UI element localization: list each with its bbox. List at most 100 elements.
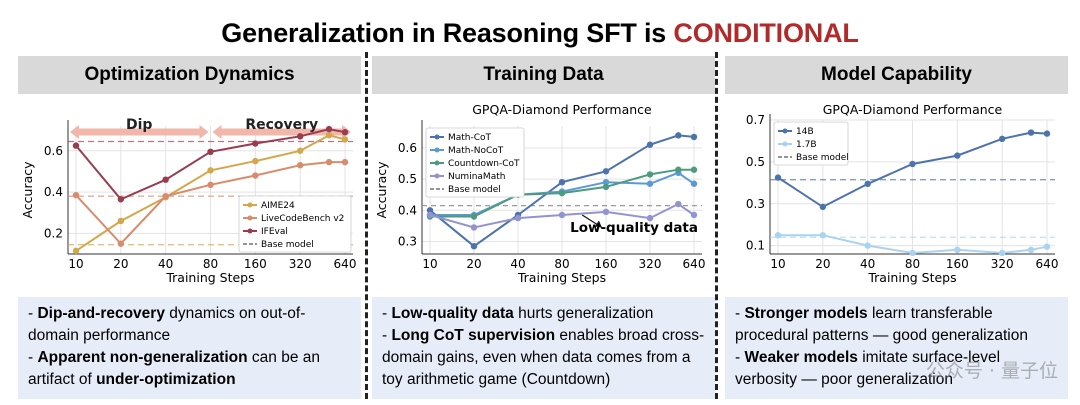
panel-model-capability: Model Capability GPQA-Diamond Performanc…	[725, 56, 1068, 399]
series-line	[778, 234, 1048, 255]
data-point	[998, 249, 1006, 257]
figure-title: Generalization in Reasoning SFT is CONDI…	[0, 18, 1080, 49]
y-tick-label: 0.6	[44, 144, 63, 158]
data-point	[954, 152, 961, 159]
y-tick-label: 0.4	[44, 185, 63, 199]
bullet-emphasis: Stronger models	[744, 305, 868, 322]
x-tick-label: 40	[860, 257, 875, 271]
data-point	[602, 168, 610, 175]
x-tick-label: 20	[815, 257, 830, 271]
data-point	[998, 135, 1006, 143]
data-point	[602, 183, 610, 191]
series-line	[430, 171, 695, 216]
panel-header: Optimization Dynamics	[18, 56, 361, 94]
panel-header: Training Data	[372, 56, 715, 94]
takeaway-bullet: - Dip-and-recovery dynamics on out-of-do…	[28, 303, 351, 347]
annotation-label: Low-quality data	[570, 220, 698, 236]
y-tick-label: 0.6	[398, 141, 417, 155]
chart-title: GPQA-Diamond Performance	[823, 102, 1003, 117]
data-point	[325, 158, 333, 166]
x-tick-label: 160	[946, 257, 969, 271]
data-point	[341, 128, 349, 136]
data-point	[296, 162, 304, 169]
phase-label: Recovery	[245, 117, 318, 133]
column-divider-2	[715, 52, 718, 399]
legend-marker	[434, 134, 440, 140]
data-point	[819, 203, 827, 211]
data-point	[470, 242, 478, 250]
x-tick-label: 10	[770, 257, 785, 271]
data-point	[602, 178, 610, 186]
data-point	[819, 231, 827, 239]
x-tick-label: 640	[1036, 257, 1059, 271]
data-point	[558, 178, 566, 186]
legend-label: Base model	[448, 185, 501, 195]
data-point	[646, 180, 654, 187]
bullet-dash: -	[735, 305, 745, 322]
x-tick-label: 40	[510, 257, 525, 271]
x-tick-label: 20	[113, 257, 128, 271]
data-point	[774, 174, 782, 181]
x-tick-label: 20	[466, 257, 481, 271]
data-point	[675, 166, 682, 173]
x-axis-label: Training Steps	[867, 270, 956, 285]
figure-title-accent: CONDITIONAL	[673, 18, 859, 48]
legend-marker	[247, 228, 253, 234]
legend-label: Base model	[261, 240, 314, 250]
data-point	[909, 249, 916, 257]
takeaway-bullet: - Weaker models imitate surface-level ve…	[735, 347, 1058, 391]
legend-label: NuminaMath	[448, 172, 505, 182]
data-point	[296, 147, 304, 154]
x-tick-label: 160	[244, 257, 267, 271]
legend-label: Countdown-CoT	[448, 159, 520, 169]
data-point	[646, 141, 654, 148]
bullet-text: enables broad cross-domain gains, even w…	[382, 327, 705, 388]
data-point	[162, 192, 169, 200]
figure-title-text: Generalization in Reasoning SFT is	[221, 18, 674, 48]
bullet-emphasis: under-optimization	[96, 371, 236, 388]
data-point	[675, 200, 682, 208]
bullet-text: dynamics on out-of-domain performance	[28, 305, 306, 344]
x-tick-label: 640	[683, 257, 706, 271]
data-point	[558, 189, 566, 197]
data-point	[690, 133, 698, 141]
y-tick-label: 0.4	[398, 203, 417, 217]
x-tick-label: 80	[554, 257, 569, 271]
series-line	[430, 168, 694, 218]
data-point	[646, 171, 654, 178]
x-tick-label: 80	[905, 257, 920, 271]
data-point	[252, 172, 259, 179]
y-tick-label: 0.7	[746, 113, 765, 127]
takeaway-bullet: - Long CoT supervision enables broad cro…	[382, 325, 705, 391]
series-line	[75, 128, 346, 201]
bullet-dash: -	[382, 327, 392, 344]
takeaway-bullet: - Low-quality data hurts generalization	[382, 303, 705, 325]
data-point	[646, 214, 654, 222]
series-line	[75, 134, 346, 252]
data-point	[774, 231, 782, 239]
y-tick-label: 0.3	[398, 235, 417, 249]
bullet-dash: -	[28, 305, 38, 322]
series-line	[429, 202, 695, 229]
data-point	[252, 157, 259, 165]
legend-marker	[434, 173, 440, 179]
y-tick-label: 0.5	[746, 155, 765, 169]
series-line	[429, 134, 695, 248]
legend-label: Base model	[796, 153, 849, 163]
data-point	[341, 136, 349, 143]
watermark: 公众号 · 量子位	[925, 360, 1058, 382]
bullet-emphasis: Weaker models	[744, 349, 858, 366]
data-point	[117, 240, 125, 247]
data-point	[207, 181, 214, 189]
data-point	[117, 196, 125, 203]
legend-label: Math-CoT	[448, 133, 492, 143]
x-tick-label: 10	[68, 257, 83, 271]
data-point	[162, 176, 169, 183]
column-divider-1	[365, 52, 368, 399]
data-point	[207, 148, 214, 156]
series-line	[777, 131, 1048, 209]
legend-box	[773, 121, 849, 166]
data-point	[558, 211, 566, 219]
legend-box	[425, 127, 525, 198]
